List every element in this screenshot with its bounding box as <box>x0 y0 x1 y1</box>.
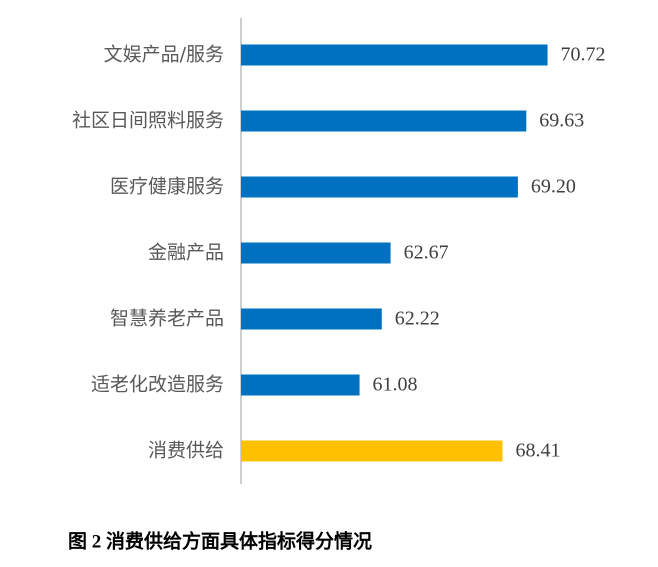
bar <box>241 110 527 132</box>
bar <box>241 176 518 198</box>
bar <box>241 374 360 396</box>
value-label: 69.20 <box>531 176 576 198</box>
category-label: 金融产品 <box>148 242 224 264</box>
value-label: 62.67 <box>404 242 449 264</box>
bar <box>241 440 503 462</box>
bar <box>241 242 391 264</box>
bar <box>241 44 548 66</box>
value-label: 61.08 <box>373 374 418 396</box>
bar <box>241 308 382 330</box>
category-label: 文娱产品/服务 <box>104 44 224 66</box>
chart-title: 图 2 消费供给方面具体指标得分情况 <box>68 529 372 552</box>
value-label: 69.63 <box>539 110 584 132</box>
value-label: 68.41 <box>515 440 560 462</box>
value-label: 70.72 <box>561 44 606 66</box>
category-label: 消费供给 <box>148 440 224 462</box>
category-label: 医疗健康服务 <box>110 176 224 198</box>
value-label: 62.22 <box>395 308 440 330</box>
category-label: 适老化改造服务 <box>91 374 224 396</box>
category-label: 社区日间照料服务 <box>72 110 224 132</box>
category-label: 智慧养老产品 <box>110 308 224 330</box>
